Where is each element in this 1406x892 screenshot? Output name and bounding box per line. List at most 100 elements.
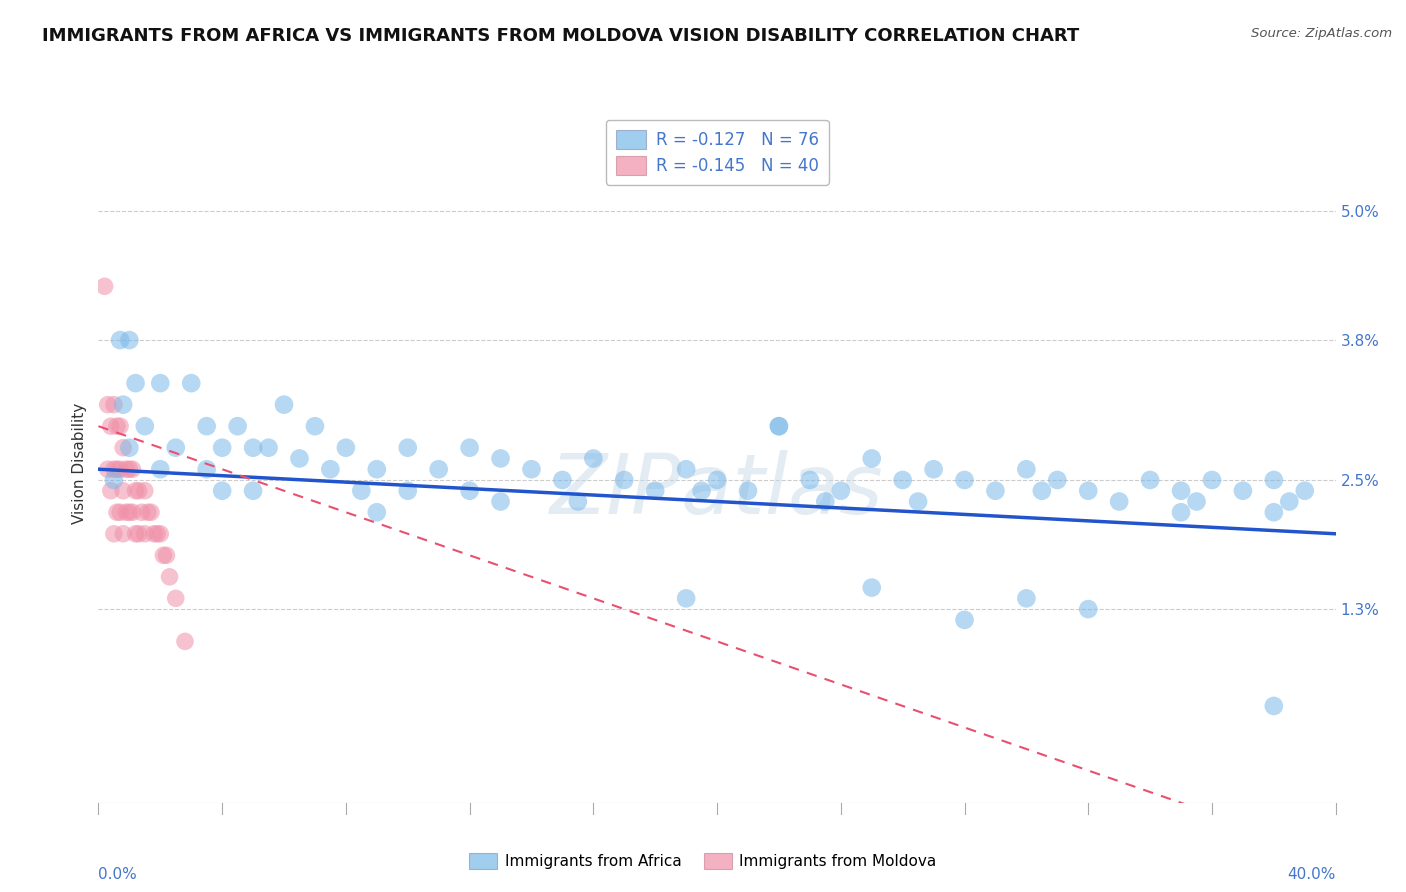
Point	[1108, 494, 1130, 508]
Point	[105, 462, 128, 476]
Point	[984, 483, 1007, 498]
Point	[520, 462, 543, 476]
Point	[143, 526, 166, 541]
Point	[567, 494, 589, 508]
Point	[1170, 483, 1192, 498]
Point	[304, 419, 326, 434]
Point	[115, 462, 138, 476]
Point	[366, 462, 388, 476]
Point	[907, 494, 929, 508]
Point	[103, 526, 125, 541]
Point	[613, 473, 636, 487]
Point	[149, 462, 172, 476]
Point	[180, 376, 202, 391]
Point	[136, 505, 159, 519]
Point	[1077, 602, 1099, 616]
Point	[112, 483, 135, 498]
Point	[350, 483, 373, 498]
Point	[112, 526, 135, 541]
Point	[814, 494, 837, 508]
Point	[134, 419, 156, 434]
Point	[121, 462, 143, 476]
Text: 40.0%: 40.0%	[1288, 867, 1336, 882]
Point	[1046, 473, 1069, 487]
Point	[830, 483, 852, 498]
Point	[551, 473, 574, 487]
Point	[288, 451, 311, 466]
Point	[953, 473, 976, 487]
Point	[675, 591, 697, 606]
Point	[108, 419, 131, 434]
Point	[768, 419, 790, 434]
Point	[1263, 505, 1285, 519]
Point	[195, 462, 218, 476]
Point	[149, 376, 172, 391]
Point	[211, 441, 233, 455]
Point	[644, 483, 666, 498]
Point	[118, 505, 141, 519]
Point	[128, 526, 150, 541]
Y-axis label: Vision Disability: Vision Disability	[72, 403, 87, 524]
Point	[582, 451, 605, 466]
Point	[121, 505, 143, 519]
Point	[103, 473, 125, 487]
Point	[174, 634, 197, 648]
Point	[1294, 483, 1316, 498]
Point	[103, 398, 125, 412]
Point	[860, 581, 883, 595]
Point	[100, 419, 122, 434]
Point	[131, 505, 153, 519]
Point	[149, 526, 172, 541]
Point	[1232, 483, 1254, 498]
Point	[108, 462, 131, 476]
Point	[1185, 494, 1208, 508]
Point	[124, 376, 146, 391]
Text: IMMIGRANTS FROM AFRICA VS IMMIGRANTS FROM MOLDOVA VISION DISABILITY CORRELATION : IMMIGRANTS FROM AFRICA VS IMMIGRANTS FRO…	[42, 27, 1080, 45]
Point	[257, 441, 280, 455]
Point	[737, 483, 759, 498]
Point	[165, 591, 187, 606]
Point	[489, 451, 512, 466]
Point	[108, 505, 131, 519]
Point	[118, 462, 141, 476]
Point	[124, 483, 146, 498]
Point	[1201, 473, 1223, 487]
Point	[319, 462, 342, 476]
Point	[1263, 473, 1285, 487]
Point	[1263, 698, 1285, 713]
Point	[675, 462, 697, 476]
Point	[706, 473, 728, 487]
Point	[1015, 462, 1038, 476]
Point	[118, 441, 141, 455]
Point	[458, 483, 481, 498]
Point	[211, 483, 233, 498]
Point	[108, 333, 131, 347]
Point	[953, 613, 976, 627]
Point	[1077, 483, 1099, 498]
Text: Source: ZipAtlas.com: Source: ZipAtlas.com	[1251, 27, 1392, 40]
Point	[1139, 473, 1161, 487]
Point	[139, 505, 162, 519]
Point	[97, 462, 120, 476]
Point	[396, 441, 419, 455]
Point	[1170, 505, 1192, 519]
Text: 0.0%: 0.0%	[98, 867, 138, 882]
Point	[146, 526, 169, 541]
Legend: Immigrants from Africa, Immigrants from Moldova: Immigrants from Africa, Immigrants from …	[464, 847, 942, 875]
Point	[97, 398, 120, 412]
Point	[242, 483, 264, 498]
Legend: R = -0.127   N = 76, R = -0.145   N = 40: R = -0.127 N = 76, R = -0.145 N = 40	[606, 120, 828, 185]
Point	[396, 483, 419, 498]
Point	[134, 483, 156, 498]
Point	[427, 462, 450, 476]
Point	[165, 441, 187, 455]
Point	[860, 451, 883, 466]
Point	[242, 441, 264, 455]
Point	[768, 419, 790, 434]
Point	[1278, 494, 1301, 508]
Point	[489, 494, 512, 508]
Point	[105, 505, 128, 519]
Point	[103, 462, 125, 476]
Point	[922, 462, 945, 476]
Point	[155, 549, 177, 563]
